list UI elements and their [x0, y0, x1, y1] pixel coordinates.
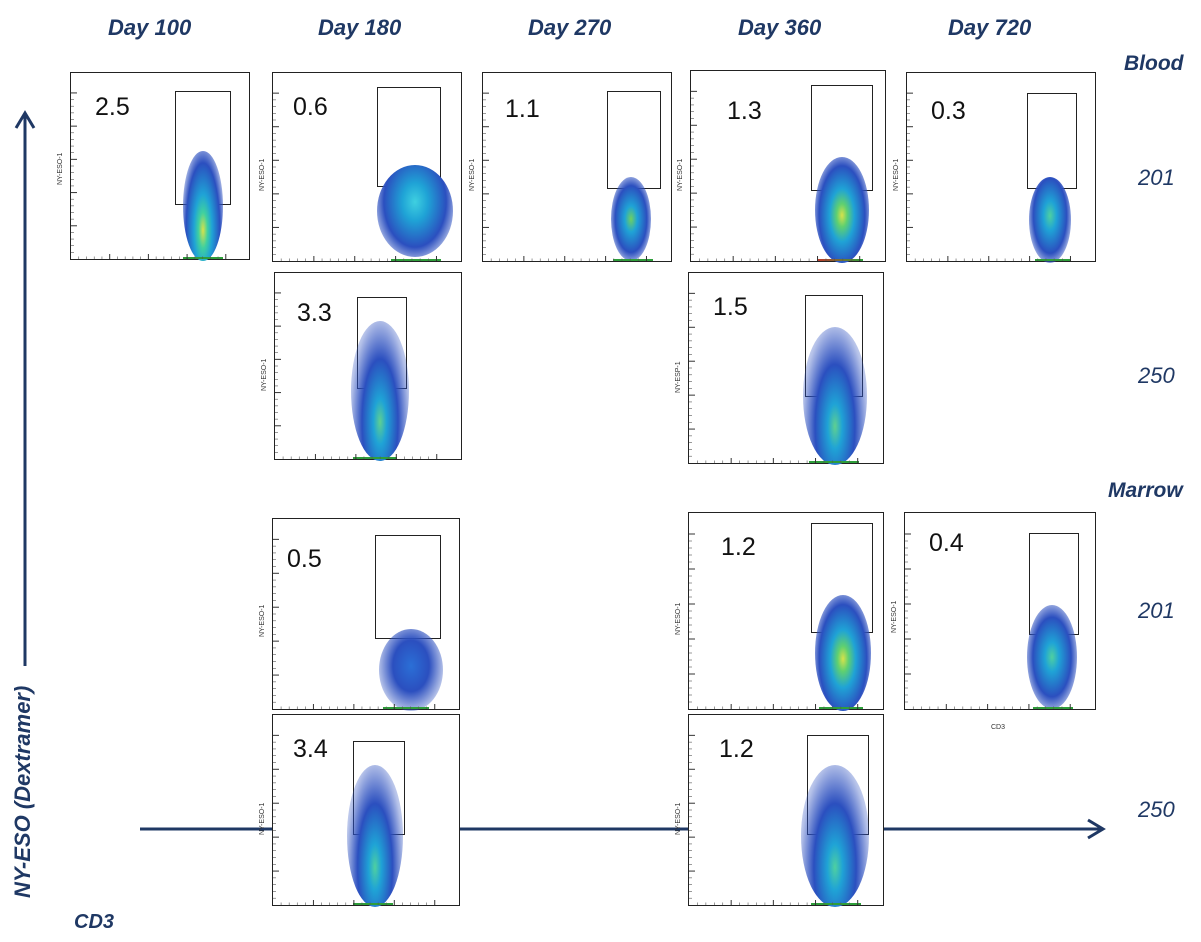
flow-plot-blood-201-day100: 2.5 NY-ESO-1: [57, 72, 250, 261]
gate-box: [375, 535, 441, 639]
cell-population: [347, 765, 403, 907]
row-label-marrow-250: 250: [1138, 797, 1175, 822]
row-label-blood-201: 201: [1138, 165, 1175, 190]
flow-plot-marrow-250-day360: 1.2 NY-ESO-1: [675, 714, 884, 907]
percentage-label: 3.3: [297, 299, 332, 327]
flow-plot-blood-201-day360: 1.3 NY-ESO-1: [677, 70, 886, 263]
y-axis-marker-label: NY-ESO-1: [57, 152, 64, 185]
y-axis-marker-label: NY-ESO-1: [677, 158, 684, 191]
y-axis-marker-label: NY-ESO-1: [675, 602, 682, 635]
flow-plot-marrow-250-day180: 3.4 NY-ESO-1: [259, 714, 460, 907]
percentage-label: 3.4: [293, 735, 328, 763]
y-axis-marker-label: NY-ESO-1: [469, 158, 476, 191]
column-header-day-180: Day 180: [318, 15, 402, 40]
y-axis-arrow: [14, 110, 36, 666]
flow-plot-marrow-201-day360: 1.2 NY-ESO-1: [675, 512, 884, 711]
y-axis-marker-label: NY-ESO-1: [259, 802, 266, 835]
percentage-label: 1.2: [719, 735, 754, 763]
flow-plot-blood-201-day180: 0.6 NY-ESO-1: [259, 72, 462, 262]
y-axis-marker-label: NY-ESP-1: [675, 361, 682, 393]
section-label-marrow: Marrow: [1108, 479, 1183, 502]
baseline-marker: [809, 461, 859, 463]
y-axis-marker-label: NY-ESO-1: [891, 600, 898, 633]
percentage-label: 0.4: [929, 529, 964, 557]
gate-box: [1027, 93, 1077, 189]
cell-population: [379, 629, 443, 711]
x-axis-marker-label: CD3: [991, 724, 1006, 731]
percentage-label: 0.5: [287, 545, 322, 573]
cell-population: [183, 151, 223, 261]
baseline-marker: [353, 457, 397, 459]
row-label-blood-250: 250: [1138, 363, 1175, 388]
y-axis-marker-label: NY-ESO-1: [259, 604, 266, 637]
flow-plot-marrow-201-day180: 0.5 NY-ESO-1: [259, 518, 460, 711]
baseline-marker: [383, 707, 429, 709]
y-axis-marker-label: NY-ESO-1: [893, 158, 900, 191]
column-header-day-360: Day 360: [738, 15, 822, 40]
baseline-marker: [811, 903, 861, 905]
flow-plot-blood-250-day360: 1.5 NY-ESP-1: [675, 272, 884, 465]
cell-population: [815, 595, 871, 711]
section-label-blood: Blood: [1124, 52, 1184, 75]
cell-population: [815, 157, 869, 263]
percentage-label: 1.5: [713, 293, 748, 321]
baseline-marker: [1033, 707, 1073, 709]
cell-population: [803, 327, 867, 465]
percentage-label: 1.1: [505, 95, 540, 123]
baseline-marker: [353, 903, 393, 905]
percentage-label: 2.5: [95, 93, 130, 121]
baseline-marker: [819, 707, 863, 709]
y-axis-marker-label: NY-ESO-1: [675, 802, 682, 835]
baseline-marker: [1035, 259, 1071, 261]
gate-box: [607, 91, 661, 189]
percentage-label: 1.2: [721, 533, 756, 561]
y-axis-marker-label: NY-ESO-1: [261, 358, 268, 391]
column-header-day-270: Day 270: [528, 15, 612, 40]
flow-plot-blood-250-day180: 3.3 NY-ESO-1: [261, 272, 462, 461]
cell-population: [377, 165, 453, 257]
baseline-marker: [817, 259, 863, 261]
cell-population: [611, 177, 651, 261]
baseline-marker: [613, 259, 653, 261]
flow-plot-marrow-201-day720: 0.4 NY-ESO-1: [891, 512, 1096, 710]
baseline-marker: [183, 257, 223, 259]
percentage-label: 0.3: [931, 97, 966, 125]
percentage-label: 1.3: [727, 97, 762, 125]
row-label-marrow-201: 201: [1138, 598, 1175, 623]
y-axis-marker-label: NY-ESO-1: [259, 158, 266, 191]
flow-plot-blood-201-day270: 1.1 NY-ESO-1: [469, 72, 672, 262]
percentage-label: 0.6: [293, 93, 328, 121]
baseline-marker: [391, 259, 441, 261]
y-axis-label: NY-ESO (Dextramer): [10, 685, 35, 898]
cell-population: [801, 765, 869, 907]
flow-plot-blood-201-day720: 0.3 NY-ESO-1: [893, 72, 1096, 263]
cell-population: [351, 321, 409, 461]
x-axis-label: CD3: [74, 911, 115, 933]
cell-population: [1027, 605, 1077, 709]
column-header-day-100: Day 100: [108, 15, 192, 40]
cell-population: [1029, 177, 1071, 263]
column-header-day-720: Day 720: [948, 15, 1032, 40]
